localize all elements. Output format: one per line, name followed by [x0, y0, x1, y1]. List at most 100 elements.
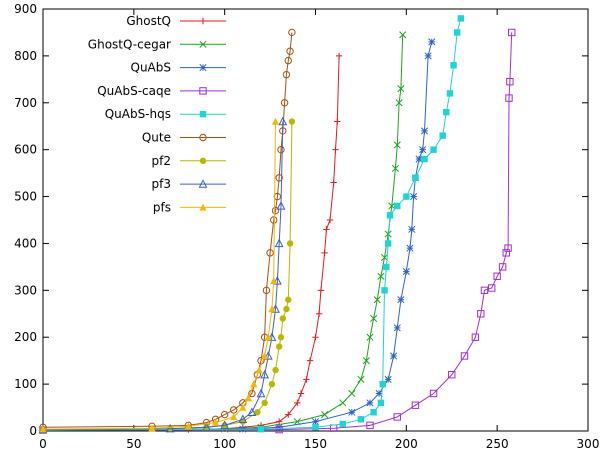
data-point — [439, 132, 446, 139]
data-point — [339, 420, 346, 428]
series-ghostq — [39, 52, 343, 434]
data-point — [384, 230, 392, 238]
series-markers — [39, 52, 343, 434]
data-point — [430, 146, 437, 153]
data-point — [357, 375, 365, 383]
legend-marker — [199, 203, 207, 211]
data-point — [373, 296, 381, 304]
data-point — [268, 380, 276, 388]
data-point — [454, 29, 461, 36]
data-point — [256, 388, 266, 398]
legend-label: pfs — [153, 200, 171, 214]
data-point — [471, 333, 480, 341]
series-quabs-hqs — [39, 15, 465, 434]
series-quabs-caqe — [39, 28, 516, 434]
y-tick-label: 800 — [14, 49, 37, 63]
legend-marker — [199, 87, 207, 95]
data-point — [261, 399, 268, 407]
data-point — [268, 305, 276, 313]
data-point — [312, 424, 319, 431]
legend-entry: pfs — [153, 200, 226, 214]
data-point — [403, 193, 410, 200]
legend-marker — [199, 111, 207, 118]
data-point — [311, 418, 320, 426]
series-line — [42, 121, 284, 431]
data-point — [450, 62, 457, 69]
data-point — [278, 116, 288, 126]
data-point — [421, 155, 428, 163]
data-point — [419, 146, 427, 154]
legend-entry: pf3 — [152, 177, 226, 191]
data-point — [334, 118, 341, 125]
legend-entry: Qute — [142, 131, 226, 145]
y-tick-label: 700 — [14, 96, 37, 110]
data-point — [165, 423, 175, 433]
data-point — [303, 376, 310, 383]
legend-entry: GhostQ — [126, 14, 226, 28]
data-point — [315, 310, 323, 317]
data-point — [220, 410, 229, 419]
data-point — [277, 334, 285, 341]
data-point — [506, 77, 514, 86]
data-point — [306, 357, 314, 364]
data-point — [250, 380, 258, 388]
data-point — [406, 244, 414, 252]
data-point — [411, 401, 420, 409]
data-point — [230, 413, 238, 421]
data-point — [255, 366, 263, 374]
legend-marker — [199, 64, 207, 72]
data-point — [271, 304, 280, 313]
data-point — [393, 141, 401, 149]
data-point — [321, 411, 329, 419]
x-tick-label: 50 — [126, 437, 141, 451]
data-point — [362, 357, 370, 365]
data-point — [264, 333, 272, 341]
data-point — [415, 155, 423, 163]
data-point — [257, 425, 265, 433]
y-tick-label: 600 — [14, 143, 37, 157]
data-point — [460, 352, 469, 360]
data-point — [402, 268, 410, 276]
data-point — [393, 413, 401, 421]
series-markers — [39, 31, 407, 434]
axis-ticks: 0 50 100 150 200 250 300 0 100 200 300 400 500 600 700… — [14, 2, 599, 451]
legend-marker — [199, 40, 207, 48]
data-point — [339, 399, 347, 407]
legend-marker — [198, 179, 208, 188]
data-point — [332, 146, 339, 153]
data-point — [276, 201, 286, 210]
legend-entry: QuAbS-hqs — [105, 107, 226, 121]
data-point — [286, 47, 294, 55]
data-point — [448, 371, 456, 379]
data-point — [493, 272, 501, 280]
series-line — [42, 121, 276, 430]
legend-entry: QuAbS — [131, 61, 226, 75]
legend-label: GhostQ-cegar — [88, 37, 171, 51]
data-point — [397, 296, 405, 304]
data-point — [408, 225, 416, 233]
data-point — [429, 389, 438, 398]
y-tick-label: 300 — [14, 283, 37, 297]
data-point — [288, 28, 296, 37]
legend-entry: GhostQ-cegar — [88, 37, 226, 51]
data-point — [274, 238, 284, 248]
data-point — [238, 414, 248, 423]
data-point — [384, 240, 392, 247]
data-point — [508, 28, 516, 37]
data-point — [273, 192, 282, 201]
data-point — [282, 70, 291, 79]
series-line — [42, 55, 340, 431]
legend-entry: QuAbS-caqe — [97, 84, 226, 98]
data-point — [239, 403, 247, 411]
data-point — [275, 174, 283, 182]
x-tick-label: 300 — [577, 437, 600, 451]
data-point — [263, 351, 273, 360]
data-point — [480, 286, 489, 295]
data-point — [288, 118, 296, 125]
data-point — [366, 333, 374, 341]
legend: GhostQ GhostQ-cegar QuAbS QuAbS-caqe QuAbS-h… — [88, 14, 226, 214]
series-ghostq-cegar — [39, 31, 407, 434]
legend-label: QuAbS-caqe — [97, 84, 171, 98]
data-point — [390, 352, 398, 360]
